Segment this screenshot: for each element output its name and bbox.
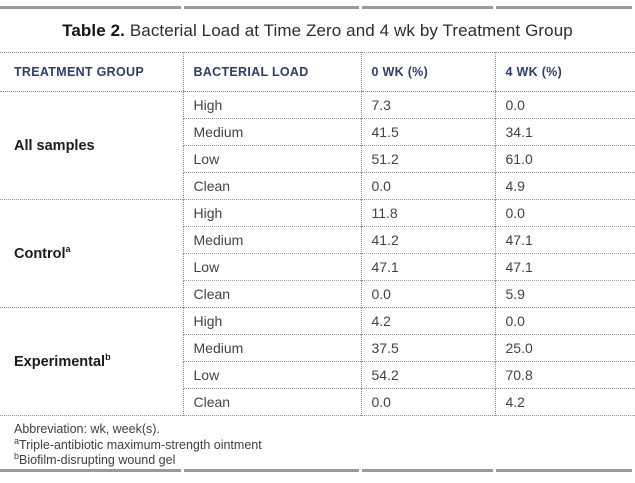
cell-0wk: 0.0 (360, 172, 495, 200)
cell-load: Low (182, 253, 361, 281)
table-title-text: Bacterial Load at Time Zero and 4 wk by … (125, 20, 573, 40)
cell-0wk: 41.5 (360, 118, 495, 146)
cell-4wk: 34.1 (494, 118, 635, 146)
cell-0wk: 7.3 (360, 91, 495, 119)
cell-load: High (182, 199, 361, 227)
cell-0wk: 37.5 (360, 334, 495, 362)
table-row: Low 47.1 47.1 (0, 253, 635, 281)
table-row: Low 54.2 70.8 (0, 361, 635, 389)
table-row: All samples High 7.3 0.0 (0, 91, 635, 200)
top-rule-segment (0, 6, 181, 9)
cell-0wk: 4.2 (360, 307, 495, 335)
cell-4wk: 47.1 (494, 226, 635, 254)
cell-load: Clean (182, 280, 361, 308)
col-header-4wk: 4 WK (%) (494, 52, 635, 92)
table-row: Clean 0.0 4.2 (0, 388, 635, 416)
cell-0wk: 11.8 (360, 199, 495, 227)
cell-load: Medium (182, 226, 361, 254)
col-header-treatment-group: TREATMENT GROUP (0, 52, 183, 92)
bottom-rule (0, 469, 635, 472)
cell-load: Clean (182, 172, 361, 200)
top-rule-segment (362, 6, 493, 9)
cell-0wk: 0.0 (360, 280, 495, 308)
table-row: Low 51.2 61.0 (0, 145, 635, 173)
cell-0wk: 47.1 (360, 253, 495, 281)
cell-load: Clean (182, 388, 361, 416)
cell-load: Medium (182, 118, 361, 146)
cell-0wk: 0.0 (360, 388, 495, 416)
cell-load: High (182, 91, 361, 119)
table-title: Table 2. Bacterial Load at Time Zero and… (0, 9, 635, 52)
top-rule-segment (496, 6, 632, 9)
cell-load: Medium (182, 334, 361, 362)
col-header-0wk: 0 WK (%) (360, 52, 495, 92)
cell-load: Low (182, 361, 361, 389)
table-row: Controla High 11.8 0.0 (0, 199, 635, 308)
bottom-rule-segment (496, 469, 632, 472)
bottom-rule-segment (184, 469, 359, 472)
footnote-a: aTriple-antibiotic maximum-strength oint… (14, 435, 262, 452)
table-row: Medium 41.5 34.1 (0, 118, 635, 146)
table-row: Medium 41.2 47.1 (0, 226, 635, 254)
cell-load: Low (182, 145, 361, 173)
cell-4wk: 70.8 (494, 361, 635, 389)
cell-4wk: 47.1 (494, 253, 635, 281)
cell-0wk: 41.2 (360, 226, 495, 254)
table-row: Clean 0.0 5.9 (0, 280, 635, 308)
bottom-rule-segment (0, 469, 181, 472)
cell-4wk: 25.0 (494, 334, 635, 362)
cell-4wk: 0.0 (494, 91, 635, 119)
table-row: Medium 37.5 25.0 (0, 334, 635, 362)
table-row: Experimentalb High 4.2 0.0 (0, 307, 635, 416)
cell-4wk: 4.9 (494, 172, 635, 200)
cell-4wk: 0.0 (494, 307, 635, 335)
group-label-control: Controla (0, 199, 183, 308)
footnote-b: bBiofilm-disrupting wound gel (14, 450, 176, 467)
cell-0wk: 51.2 (360, 145, 495, 173)
top-rule (0, 6, 635, 9)
table-title-label: Table 2. (62, 20, 125, 40)
header-row: TREATMENT GROUP BACTERIAL LOAD 0 WK (%) … (0, 52, 635, 92)
col-header-bacterial-load: BACTERIAL LOAD (182, 52, 361, 92)
footnotes: Abbreviation: wk, week(s). aTriple-antib… (0, 416, 635, 469)
bacterial-load-table: TREATMENT GROUP BACTERIAL LOAD 0 WK (%) … (0, 52, 635, 416)
bottom-rule-segment (362, 469, 493, 472)
group-label-all-samples: All samples (0, 91, 183, 200)
cell-4wk: 61.0 (494, 145, 635, 173)
table-row: Clean 0.0 4.9 (0, 172, 635, 200)
group-label-experimental: Experimentalb (0, 307, 183, 416)
cell-load: High (182, 307, 361, 335)
cell-4wk: 0.0 (494, 199, 635, 227)
cell-4wk: 5.9 (494, 280, 635, 308)
top-rule-segment (184, 6, 359, 9)
cell-4wk: 4.2 (494, 388, 635, 416)
cell-0wk: 54.2 (360, 361, 495, 389)
footnote-abbreviation: Abbreviation: wk, week(s). (14, 422, 160, 436)
